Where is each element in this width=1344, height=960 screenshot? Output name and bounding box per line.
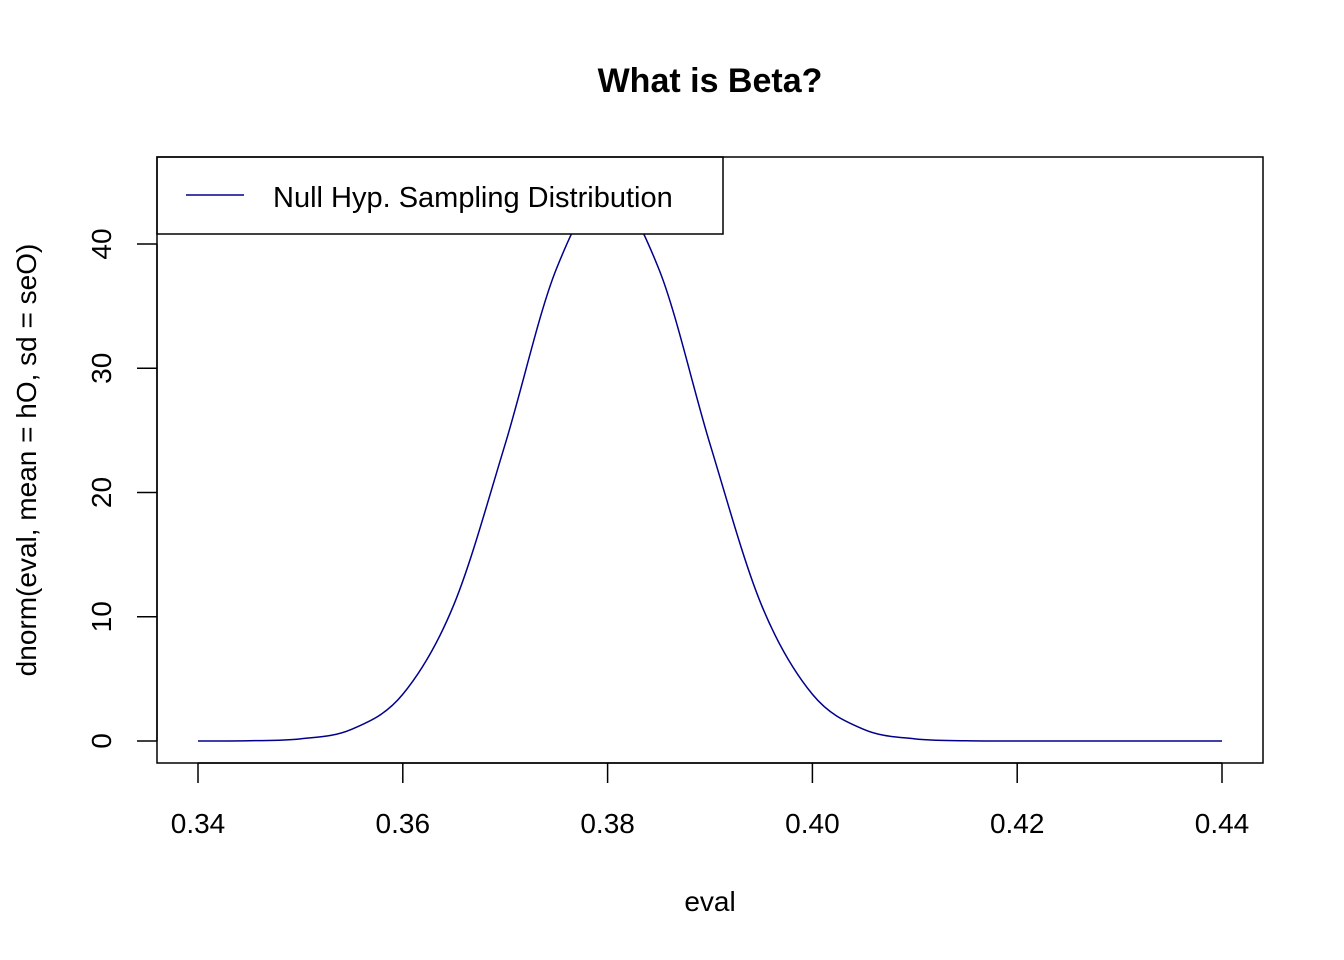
y-tick-label: 30 <box>86 353 117 384</box>
legend: Null Hyp. Sampling Distribution <box>156 156 724 235</box>
x-tick-label: 0.40 <box>785 808 840 839</box>
series-line-null-hyp <box>197 189 1222 742</box>
legend-label: Null Hyp. Sampling Distribution <box>273 182 673 214</box>
plot-box <box>156 156 1264 764</box>
x-axis-label: eval <box>684 886 735 917</box>
x-tick-label: 0.38 <box>580 808 635 839</box>
x-axis: 0.34 0.36 0.38 0.40 0.42 0.44 <box>171 762 1250 839</box>
legend-box <box>156 156 724 235</box>
curve-layer <box>197 189 1222 742</box>
x-tick-label: 0.44 <box>1195 808 1250 839</box>
x-tick-label: 0.34 <box>171 808 226 839</box>
y-axis-label: dnorm(eval, mean = hO, sd = seO) <box>11 244 42 677</box>
y-tick-label: 40 <box>86 228 117 259</box>
x-tick-label: 0.36 <box>376 808 431 839</box>
x-tick-label: 0.42 <box>990 808 1045 839</box>
y-tick-label: 20 <box>86 477 117 508</box>
y-tick-label: 10 <box>86 601 117 632</box>
y-axis: 0 10 20 30 40 <box>86 228 158 749</box>
chart-title: What is Beta? <box>598 62 823 100</box>
y-tick-label: 0 <box>86 733 117 749</box>
